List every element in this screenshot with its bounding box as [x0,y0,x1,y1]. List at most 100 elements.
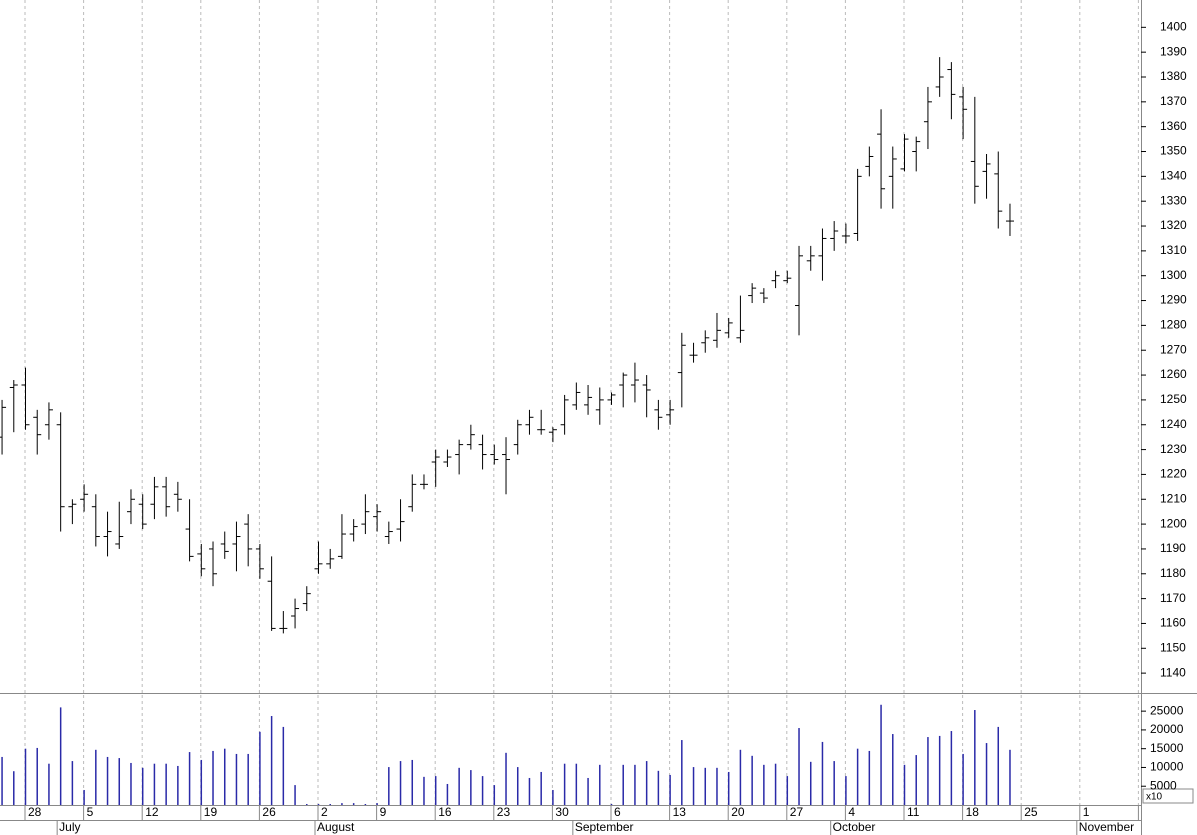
x-tick-label: 23 [497,805,511,819]
y-tick-label: 1150 [1160,640,1186,654]
x-tick-label: 1 [1083,805,1090,819]
volume-bar [294,785,296,805]
volume-bar [411,759,414,805]
volume-bar [903,764,906,805]
y-tick-label: 1350 [1160,144,1187,158]
volume-bar [751,755,753,805]
y-tick-label: 1300 [1160,268,1187,282]
volume-bar [458,767,460,805]
volume-bar [434,776,437,805]
volume-bar [200,759,203,805]
volume-bar [575,763,578,805]
volume-bar [669,774,671,805]
x-tick-label: 27 [790,805,804,819]
volume-bar [681,740,683,805]
y-tick-label: 5000 [1150,778,1177,792]
volume-bar [599,764,601,805]
y-tick-label: 1370 [1160,94,1187,108]
month-label: September [575,820,634,834]
volume-bar [270,716,273,805]
volume-bar [563,763,566,805]
volume-bar [645,761,648,805]
x-tick-label: 5 [87,805,94,819]
volume-bar [188,752,191,805]
volume-bar [856,748,859,805]
volume-bar [59,707,62,805]
month-label: October [833,820,876,834]
volume-bar [399,761,402,805]
y-tick-label: 1270 [1160,342,1187,356]
volume-bar [223,748,226,805]
volume-unit: x10 [1146,792,1163,803]
volume-bar [540,771,542,805]
y-tick-label: 1310 [1160,243,1187,257]
volume-bar [962,753,964,805]
x-tick-label: 6 [614,805,621,819]
month-label: July [59,820,80,834]
volume-bar [493,785,496,805]
volume-bar [809,761,812,805]
volume-bar [1,756,3,805]
month-label: November [1079,820,1134,834]
volume-bar [610,804,613,805]
volume-bar [247,753,249,805]
y-tick-label: 1390 [1160,44,1187,58]
y-tick-label: 1160 [1160,616,1186,630]
y-tick-label: 20000 [1150,722,1184,736]
volume-bar [716,767,718,805]
volume-bar [141,767,144,805]
volume-bar [36,747,38,805]
y-tick-label: 1140 [1160,665,1186,679]
month-label: August [317,820,355,834]
volume-bar [727,771,730,805]
y-tick-label: 1400 [1160,19,1187,33]
x-tick-label: 2 [321,805,328,819]
volume-bar [446,783,449,805]
x-tick-label: 9 [380,805,387,819]
volume-bar [95,749,97,805]
volume-bar [212,750,214,805]
volume-bar [833,761,835,805]
volume-bar [71,761,74,805]
y-tick-label: 1190 [1160,541,1186,555]
volume-bar [927,737,929,805]
volume-bar [130,762,132,805]
unit-box [1142,788,1194,804]
x-tick-label: 11 [907,805,920,819]
volume-bar [505,752,507,805]
volume-bar [516,767,519,805]
y-tick-label: 1280 [1160,318,1187,332]
y-tick-label: 1210 [1160,491,1187,505]
volume-bar [118,758,121,805]
volume-bar [950,731,953,805]
volume-bar [845,776,847,805]
volume-bar [388,767,390,805]
volume-bar [13,771,15,805]
volume-bar [774,763,777,805]
volume-bar [306,804,308,805]
volume-bar [48,763,50,805]
volume-bar [528,777,531,805]
volume-bar [868,750,871,805]
volume-bar [470,770,472,805]
volume-bar [692,767,695,805]
x-tick-label: 19 [204,805,218,819]
y-tick-label: 1380 [1160,69,1187,83]
y-tick-label: 10000 [1150,760,1184,774]
volume-bar [634,764,636,805]
y-tick-label: 1200 [1160,516,1187,530]
x-tick-label: 25 [1024,805,1038,819]
y-tick-label: 1230 [1160,442,1187,456]
y-tick-label: 1180 [1160,566,1186,580]
volume-bar [24,748,27,805]
volume-bar [481,776,484,805]
volume-bar [235,753,238,805]
y-tick-label: 1360 [1160,119,1187,133]
y-tick-label: 1170 [1160,591,1186,605]
volume-bar [83,789,85,805]
volume-bar [177,765,179,805]
y-tick-label: 15000 [1150,741,1184,755]
x-tick-label: 12 [145,805,159,819]
